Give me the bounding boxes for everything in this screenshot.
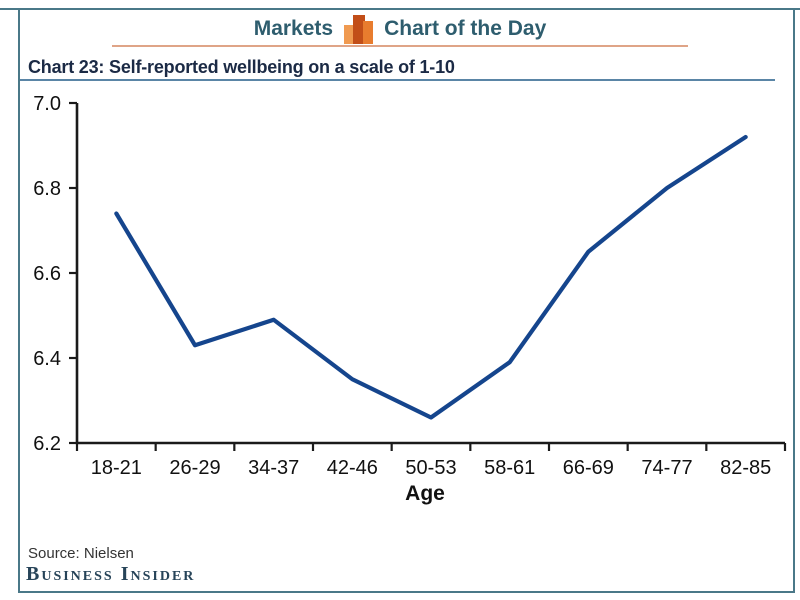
bar-chart-icon	[344, 15, 374, 44]
brand-markets: Markets	[253, 17, 334, 40]
x-tick-label: 34-37	[248, 457, 299, 479]
x-tick-label: 66-69	[563, 457, 614, 479]
wellbeing-line	[114, 134, 748, 420]
y-tick-label: 6.4	[33, 348, 61, 370]
x-tick-label: 42-46	[327, 457, 378, 479]
chart-title-underline	[20, 79, 775, 81]
header-underline	[112, 45, 688, 47]
header: Markets Chart of the Day	[0, 13, 800, 45]
chart-title: Chart 23: Self-reported wellbeing on a s…	[28, 57, 455, 77]
x-tick-label: 58-61	[484, 457, 535, 479]
axes	[75, 103, 785, 445]
top-border-line	[0, 8, 800, 10]
x-axis-title: Age	[405, 482, 445, 505]
x-tick-label: 18-21	[91, 457, 142, 479]
page-frame	[18, 8, 795, 593]
x-tick-label: 26-29	[169, 457, 220, 479]
y-tick-label: 6.8	[33, 178, 61, 200]
business-insider-logo: Business Insider	[26, 563, 196, 585]
x-tick-label: 50-53	[405, 457, 456, 479]
header-title: Chart of the Day	[384, 17, 547, 40]
y-tick-label: 6.2	[33, 433, 61, 455]
x-tick-label: 74-77	[641, 457, 692, 479]
source-note: Source: Nielsen	[28, 545, 134, 562]
y-tick-label: 7.0	[33, 93, 61, 115]
wellbeing-line-chart: 7.0 6.8 6.6 6.4 6.2 18-21 26-29 34-37 42-46 50-53…	[33, 93, 787, 505]
y-tick-label: 6.6	[33, 263, 61, 285]
x-tick-label: 82-85	[720, 457, 771, 479]
